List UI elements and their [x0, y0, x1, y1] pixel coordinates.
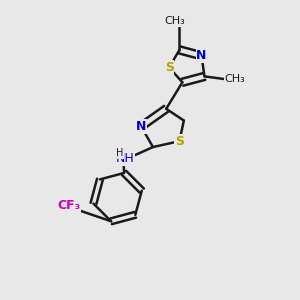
- Text: S: S: [165, 61, 174, 74]
- Text: NH: NH: [116, 152, 134, 165]
- Text: N: N: [136, 120, 146, 133]
- Text: S: S: [175, 135, 184, 148]
- Text: H: H: [116, 148, 124, 158]
- Text: CF₃: CF₃: [58, 200, 81, 212]
- Text: N: N: [196, 49, 207, 62]
- Text: CH₃: CH₃: [165, 16, 185, 26]
- Text: CH₃: CH₃: [224, 74, 245, 84]
